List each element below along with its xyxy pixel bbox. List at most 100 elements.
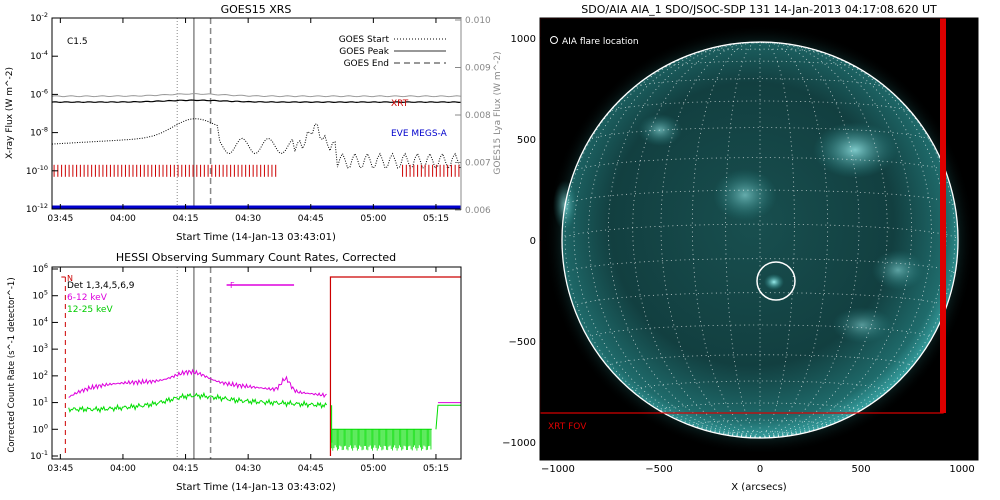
- hessi-x-tick-label: 05:15: [423, 464, 449, 474]
- latitude-line: [691, 419, 829, 426]
- active-region-nw: [713, 169, 777, 221]
- aia-y-tick-label: −1000: [502, 438, 536, 449]
- hessi-y-tick-label: 104: [32, 315, 48, 328]
- hessi-y-tick-label: 100: [32, 422, 48, 435]
- latitude-line: [660, 60, 860, 70]
- aia-y-tick-label: 0: [530, 236, 536, 247]
- active-region-ne: [813, 122, 897, 178]
- hessi-x-tick-label: 04:45: [298, 464, 324, 474]
- aia-y-tick-label: −500: [509, 337, 536, 348]
- goes-y-tick-label: 10-6: [30, 87, 48, 100]
- hessi-x-ticks: 03:45 04:00 04:15 04:30 04:45 05:00 05:15: [47, 267, 449, 474]
- latitude-line: [607, 100, 913, 114]
- hessi-ylabel: Corrected Count Rate (s^-1 detector^-1): [7, 277, 17, 452]
- xrt-fov-label: XRT FOV: [548, 422, 587, 432]
- goes-x-tick-label: 04:30: [235, 214, 261, 224]
- flare-kernel: [764, 274, 784, 290]
- aia-panel: SDO/AIA AIA_1 SDO/JSOC-SDP 131 14-Jan-20…: [502, 3, 979, 493]
- hessi-y-ticks: 106 105 104 103 102 101 100 10-1: [30, 262, 58, 462]
- goes-x-tick-label: 03:45: [47, 214, 73, 224]
- goes-plot-frame: [51, 17, 462, 210]
- goes-x-tick-label: 04:15: [173, 214, 199, 224]
- goes-y-tick-label: 10-2: [30, 11, 48, 24]
- goes-series: [52, 18, 461, 209]
- legend-goes-start: GOES Start: [339, 35, 390, 45]
- marker-f: F: [230, 281, 235, 290]
- longitude-line: [759, 41, 888, 438]
- longitude-line: [632, 41, 761, 438]
- hessi-series: [61, 267, 461, 459]
- active-region-n: [638, 114, 682, 146]
- hessi-y-tick-label: 101: [32, 396, 48, 409]
- aia-x-ticks: −1000 −500 0 500 1000: [541, 18, 975, 475]
- goes-long-channel-line: [52, 99, 461, 104]
- goes-y-tick-label: 10-10: [26, 164, 48, 177]
- aia-plot-frame: [539, 17, 979, 461]
- aia-x-tick-label: 500: [851, 464, 870, 475]
- goes-x-tick-label: 04:00: [110, 214, 136, 224]
- xrt-coverage-2: [402, 164, 460, 177]
- hessi-plot-frame: [51, 266, 462, 460]
- hessi-low-rate-noise: [331, 428, 432, 451]
- goes-panel: GOES15 XRS 03:45 04:00 04:15 04:30 04:45 05:0…: [5, 3, 503, 243]
- active-region-e: [872, 250, 924, 290]
- legend-goes-peak: GOES Peak: [339, 47, 389, 57]
- hessi-y-tick-label: 103: [32, 342, 48, 355]
- hessi-panel: HESSI Observing Summary Count Rates, Cor…: [7, 251, 462, 493]
- goes-y-right-tick-label: 0.006: [465, 206, 491, 216]
- goes-ylabel-right: GOES15 Lya Flux (W m^-2): [493, 51, 503, 174]
- goes-y-ticks-left: 10-2 10-4 10-6 10-8 10-10 10-12: [26, 11, 58, 215]
- flare-class-label: C1.5: [67, 37, 88, 47]
- goes-y-right-tick-label: 0.007: [465, 159, 491, 169]
- hessi-y-tick-label: 106: [32, 262, 48, 275]
- latitude-line: [564, 258, 956, 275]
- goes-y-right-tick-label: 0.009: [465, 64, 491, 74]
- aia-y-tick-label: 1000: [511, 34, 536, 45]
- solar-limb-outline: [561, 41, 959, 439]
- hessi-x-tick-label: 05:00: [360, 464, 386, 474]
- active-regions: [553, 114, 924, 343]
- latitude-line: [632, 380, 888, 392]
- aia-legend-label: AIA flare location: [562, 37, 639, 47]
- hessi-12-25kev-line: [68, 391, 328, 414]
- active-region-s: [832, 307, 892, 343]
- longitude-line: [660, 41, 761, 438]
- legend-6-12kev: 6-12 keV: [67, 293, 108, 303]
- aia-y-tick-label: 500: [517, 135, 536, 146]
- legend-detectors: Det 1,3,4,5,6,9: [67, 281, 135, 291]
- aia-x-tick-label: 1000: [949, 464, 974, 475]
- hessi-recovery-green: [435, 404, 461, 430]
- goes-x-ticks: 03:45 04:00 04:15 04:30 04:45 05:00 05:15: [47, 18, 449, 224]
- hessi-night-bracket: [329, 276, 461, 456]
- marker-n: N: [67, 274, 73, 283]
- latitude-line: [607, 354, 913, 368]
- hessi-x-tick-label: 04:30: [235, 464, 261, 474]
- aia-y-ticks: 1000 500 0 −500 −1000: [502, 34, 978, 449]
- goes-y-right-tick-label: 0.010: [465, 16, 491, 26]
- latitude-line: [725, 431, 795, 435]
- hessi-title: HESSI Observing Summary Count Rates, Cor…: [116, 251, 396, 264]
- hessi-y-tick-label: 102: [32, 369, 48, 382]
- xrt-fov-edge: [940, 18, 946, 413]
- goes-y-tick-label: 10-12: [26, 202, 48, 215]
- aia-x-tick-label: −500: [645, 464, 672, 475]
- goes-ylabel-left: X-ray Flux (W m^-2): [5, 67, 15, 159]
- longitude-line: [691, 41, 761, 438]
- goes-x-tick-label: 05:15: [423, 214, 449, 224]
- goes-lyman-alpha-line: [52, 93, 461, 98]
- aia-legend-symbol: [550, 36, 558, 44]
- goes-short-channel-line: [52, 118, 461, 170]
- longitude-line: [759, 41, 860, 438]
- goes-y-ticks-right: 0.010 0.009 0.008 0.007 0.006: [455, 16, 491, 216]
- aia-x-tick-label: 0: [757, 464, 763, 475]
- hessi-y-tick-label: 105: [32, 289, 48, 302]
- latitude-line: [660, 402, 860, 411]
- xrt-series-label: XRT: [391, 99, 409, 109]
- flare-location-marker: [756, 261, 796, 301]
- goes-y-tick-label: 10-8: [30, 126, 48, 139]
- xrt-coverage-1: [53, 164, 277, 177]
- goes-y-tick-label: 10-4: [30, 49, 48, 62]
- eve-series-label: EVE MEGS-A: [391, 129, 448, 139]
- latitude-line: [691, 48, 829, 55]
